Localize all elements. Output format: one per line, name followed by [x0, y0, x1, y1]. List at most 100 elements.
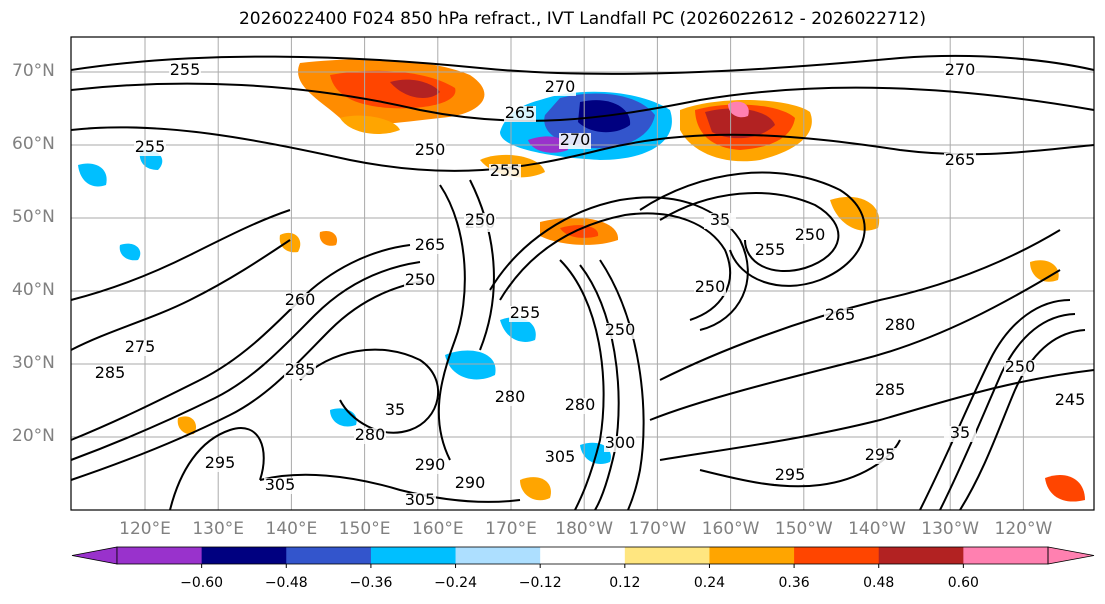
contour-label: 285 — [95, 363, 126, 382]
shade-darkred-north — [390, 79, 440, 98]
contour-label: 280 — [495, 387, 526, 406]
contour-line — [659, 229, 1061, 381]
contour-label: 260 — [285, 290, 316, 309]
shade-orange-2 — [340, 115, 400, 134]
colorbar-border — [116, 546, 1049, 565]
contour-line — [259, 473, 521, 503]
shade-red-se — [1045, 474, 1085, 502]
contour-label-bg — [1054, 393, 1086, 409]
contour-label-bg — [204, 456, 236, 472]
contour-label: 255 — [755, 240, 786, 259]
contour-label-bg — [544, 450, 576, 466]
contour-line — [639, 171, 866, 287]
shade-orange-sw2 — [319, 230, 338, 246]
colorbar-tick-label: 0.36 — [778, 575, 810, 591]
contour-label-bg — [944, 153, 976, 169]
contour-label-bg — [884, 318, 916, 334]
shade-cyan-mid1 — [445, 350, 496, 380]
contour-label: 35 — [950, 423, 970, 442]
contour-label: 250 — [405, 270, 436, 289]
contour-label-bg — [414, 143, 446, 159]
longitude-label: 170°W — [628, 519, 687, 539]
contour-label-bg — [464, 213, 496, 229]
contour-label-bg — [704, 213, 736, 229]
contour-label: 305 — [545, 447, 576, 466]
contour-label-bg — [604, 323, 636, 339]
contour-line — [169, 427, 265, 511]
contour-label: 250 — [695, 277, 726, 296]
colorbar-segment — [540, 547, 626, 564]
contour-label: 290 — [415, 455, 446, 474]
contour-label-bg — [774, 468, 806, 484]
contour-label-bg — [284, 293, 316, 309]
contour-line — [939, 313, 1076, 511]
contour-line — [919, 299, 1071, 511]
longitude-label: 150°W — [774, 519, 833, 539]
colorbar-tick-label: −0.48 — [264, 575, 308, 591]
shade-orange-sw1 — [279, 232, 301, 253]
contour-line — [489, 196, 749, 331]
colorbar-tick-label: −0.36 — [349, 575, 393, 591]
contour-line — [70, 239, 291, 351]
contour-label-bg — [564, 398, 596, 414]
contour-label-bg — [559, 133, 591, 149]
longitude-label: 150°E — [338, 519, 391, 539]
contour-label: 250 — [415, 140, 446, 159]
contour-label-bg — [169, 63, 201, 79]
colorbar-segment — [117, 547, 203, 564]
colorbar-tick-label: 0.12 — [609, 575, 641, 591]
latitude-label: 50°N — [12, 207, 55, 227]
colorbar-segment — [624, 547, 710, 564]
latitude-label: 60°N — [12, 134, 55, 154]
contour-label-bg — [379, 403, 411, 419]
contour-label: 290 — [455, 473, 486, 492]
contour-line — [299, 348, 439, 434]
contour-label: 270 — [945, 60, 976, 79]
colorbar-segment — [878, 547, 964, 564]
colorbar-tick-label: −0.24 — [434, 575, 477, 591]
longitude-label: 130°E — [192, 519, 245, 539]
contour-label: 255 — [510, 303, 541, 322]
colorbar-segment — [370, 547, 457, 564]
colorbar-segment — [963, 547, 1049, 564]
map-frame — [70, 36, 1095, 511]
contour-label: 250 — [605, 320, 636, 339]
contour-label-bg — [944, 426, 976, 442]
contour-label-bg — [454, 476, 486, 492]
contour-label: 255 — [170, 60, 201, 79]
contour-label-bg — [94, 366, 126, 382]
contour-label: 270 — [560, 130, 591, 149]
contour-label: 295 — [865, 445, 896, 464]
contour-label-bg — [509, 306, 541, 322]
contour-lines — [70, 54, 1095, 511]
contour-line — [70, 82, 1095, 122]
latitude-label: 70°N — [12, 61, 55, 81]
latitude-label: 20°N — [12, 426, 55, 446]
contour-label: 245 — [1055, 390, 1086, 409]
contour-label-bg — [694, 280, 726, 296]
contour-label-bg — [944, 63, 976, 79]
contour-line — [70, 279, 431, 481]
shade-cyan-w — [119, 243, 141, 261]
contour-line — [70, 209, 291, 301]
contour-label: 285 — [875, 380, 906, 399]
colorbar-segment — [201, 547, 287, 564]
contour-line — [659, 192, 840, 273]
contour-label-bg — [489, 164, 521, 180]
longitude-label: 140°E — [265, 519, 318, 539]
contour-line — [579, 264, 620, 511]
contour-label-bg — [504, 106, 536, 122]
contour-label: 35 — [385, 400, 405, 419]
contour-line — [469, 179, 495, 351]
contour-line — [959, 329, 1086, 511]
contour-label: 295 — [205, 453, 236, 472]
contour-label: 275 — [125, 337, 156, 356]
contour-label: 250 — [1005, 357, 1036, 376]
latitude-label: 40°N — [12, 280, 55, 300]
contour-label-bg — [494, 390, 526, 406]
contour-label: 305 — [405, 490, 436, 509]
longitude-label: 170°E — [485, 519, 537, 539]
shade-orange-right — [830, 196, 880, 231]
longitude-label: 130°W — [921, 519, 980, 539]
shade-darkred-east — [705, 108, 775, 139]
